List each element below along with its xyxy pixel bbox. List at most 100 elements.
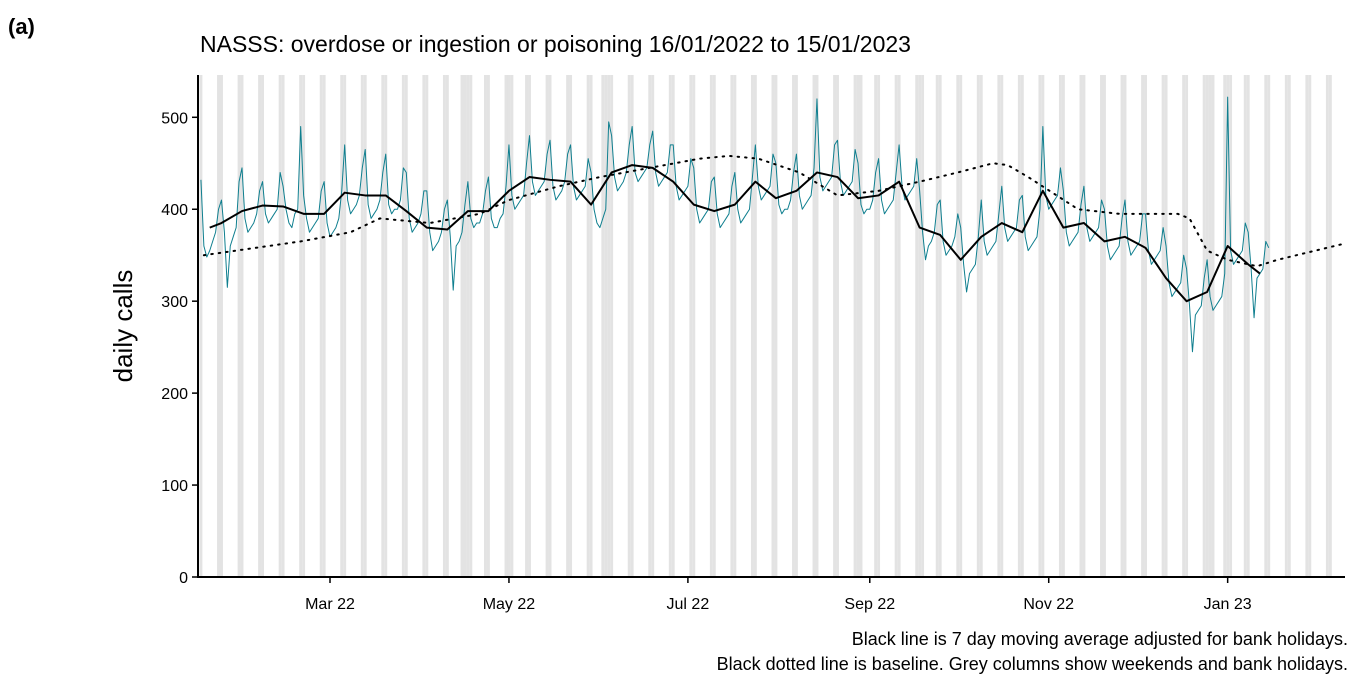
- shaded-day: [692, 75, 696, 577]
- shaded-day: [877, 75, 881, 577]
- shaded-day: [381, 75, 385, 577]
- shaded-day: [959, 75, 963, 577]
- shaded-day: [343, 75, 347, 577]
- shaded-day: [528, 75, 531, 577]
- x-tick-label: Sep 22: [844, 596, 895, 613]
- shaded-day: [897, 75, 901, 577]
- shaded-day: [1223, 75, 1227, 577]
- shaded-day: [1284, 75, 1288, 577]
- caption: Black line is 7 day moving average adjus…: [852, 629, 1348, 649]
- shaded-day: [217, 75, 221, 577]
- shaded-day: [815, 75, 819, 577]
- shaded-day: [1287, 75, 1291, 577]
- shaded-day: [689, 75, 693, 577]
- chart-title: NASSS: overdose or ingestion or poisonin…: [200, 31, 911, 57]
- shaded-day: [668, 75, 672, 577]
- shaded-day: [1264, 75, 1268, 577]
- shaded-day: [1123, 75, 1127, 577]
- shaded-day: [607, 75, 611, 577]
- shaded-day: [1182, 75, 1186, 577]
- shaded-day: [601, 75, 605, 577]
- shaded-day: [507, 75, 511, 577]
- shaded-day: [812, 75, 816, 577]
- shaded-day: [261, 75, 265, 577]
- y-tick-label: 500: [161, 110, 188, 127]
- shaded-day: [1246, 75, 1250, 577]
- shaded-day: [935, 75, 939, 577]
- shaded-day: [794, 75, 798, 577]
- shaded-day: [651, 75, 655, 577]
- shaded-day: [566, 75, 570, 577]
- shaded-day: [1120, 75, 1124, 577]
- shaded-day: [979, 75, 983, 577]
- shaded-day: [921, 75, 925, 577]
- shaded-day: [894, 75, 898, 577]
- y-tick-label: 200: [161, 386, 188, 403]
- shaded-day: [504, 75, 508, 577]
- shaded-day: [1100, 75, 1103, 577]
- shaded-day: [1308, 75, 1312, 577]
- shaded-day: [1208, 75, 1212, 577]
- shaded-day: [915, 75, 919, 577]
- shaded-day: [733, 75, 737, 577]
- shaded-day: [753, 75, 757, 577]
- shaded-day: [1229, 75, 1233, 577]
- shaded-day: [771, 75, 775, 577]
- axes: 0 100 200 300 400 500 Mar 22 May 22 Jul 22 Sep 22…: [161, 75, 1345, 613]
- shaded-day: [874, 75, 878, 577]
- shaded-day: [730, 75, 734, 577]
- shaded-day: [1144, 75, 1147, 577]
- shaded-day: [422, 75, 426, 577]
- y-tick-label: 100: [161, 478, 188, 495]
- shaded-day: [836, 75, 839, 577]
- shaded-day: [363, 75, 367, 577]
- x-tick-label: May 22: [483, 596, 536, 613]
- shaded-day: [1243, 75, 1247, 577]
- shaded-day: [586, 75, 590, 577]
- shaded-day: [856, 75, 860, 577]
- shaded-day: [237, 75, 241, 577]
- shaded-day: [486, 75, 490, 577]
- shaded-day: [322, 75, 326, 577]
- shaded-day: [548, 75, 552, 577]
- shaded-columns: [199, 75, 1332, 577]
- caption: Black dotted line is baseline. Grey colu…: [717, 654, 1348, 674]
- shaded-day: [750, 75, 754, 577]
- shaded-day: [1164, 75, 1168, 577]
- shaded-day: [938, 75, 942, 577]
- shaded-day: [604, 75, 608, 577]
- x-tick-label: Jan 23: [1204, 596, 1252, 613]
- shaded-day: [1267, 75, 1271, 577]
- shaded-day: [442, 75, 446, 577]
- shaded-day: [258, 75, 262, 577]
- x-tick-label: Nov 22: [1023, 596, 1074, 613]
- series-line: [200, 96, 1270, 353]
- shaded-day: [1141, 75, 1145, 577]
- shaded-day: [1161, 75, 1165, 577]
- shaded-day: [220, 75, 223, 577]
- shaded-day: [1305, 75, 1309, 577]
- y-tick-label: 400: [161, 202, 188, 219]
- shaded-day: [463, 75, 467, 577]
- shaded-day: [1017, 75, 1021, 577]
- panel-label: (a): [8, 14, 35, 39]
- shaded-day: [1185, 75, 1189, 577]
- shaded-day: [404, 75, 408, 577]
- shaded-day: [833, 75, 837, 577]
- shaded-day: [1082, 75, 1086, 577]
- shaded-day: [460, 75, 464, 577]
- y-tick-label: 300: [161, 294, 188, 311]
- shaded-day: [1226, 75, 1230, 577]
- shaded-day: [709, 75, 713, 577]
- shaded-day: [199, 75, 203, 577]
- shaded-day: [525, 75, 529, 577]
- shaded-day: [340, 75, 344, 577]
- shaded-day: [630, 75, 634, 577]
- shaded-day: [240, 75, 244, 577]
- shaded-day: [1205, 75, 1209, 577]
- shaded-day: [484, 75, 487, 577]
- shaded-day: [1038, 75, 1042, 577]
- shaded-day: [859, 75, 863, 577]
- shaded-day: [302, 75, 306, 577]
